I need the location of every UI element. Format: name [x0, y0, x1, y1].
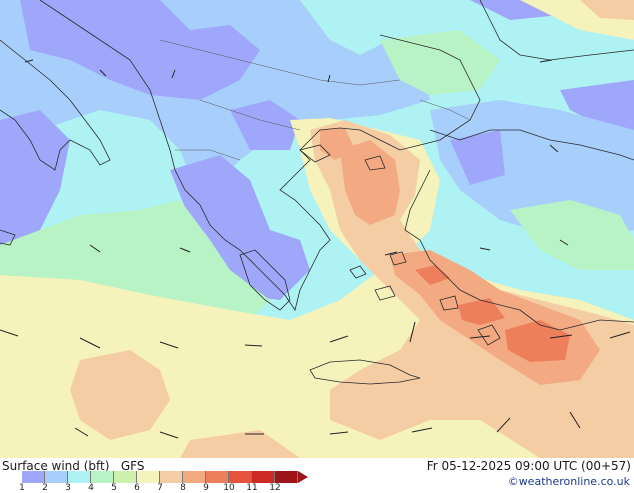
wind-arrow	[24, 59, 34, 63]
wind-arrow	[384, 251, 398, 256]
coast-crete	[309, 359, 421, 385]
map-title: Surface wind (bft) GFS	[2, 459, 144, 473]
peach-zone-sw	[180, 430, 300, 458]
wind-arrow	[539, 59, 553, 63]
peach-zone-ne	[580, 0, 634, 20]
green-zone-west	[0, 200, 270, 320]
borders	[159, 39, 471, 161]
wind-arrow	[327, 74, 331, 83]
scale-swatch-6	[137, 471, 160, 483]
scale-tick-label: 7	[157, 483, 163, 493]
border-4	[419, 99, 471, 121]
coast-peloponnese	[239, 249, 291, 311]
coast-balkans	[39, 0, 481, 311]
border-1	[159, 39, 401, 86]
border-3	[175, 149, 241, 161]
green-zone-north	[380, 30, 500, 95]
wind-arrow	[409, 321, 416, 343]
scale-tick-label: 12	[269, 483, 281, 493]
coast-islands-1	[349, 265, 367, 279]
scale-tick-label: 5	[111, 483, 117, 493]
wind-map-svg	[0, 0, 634, 458]
orange-zone-3	[320, 128, 355, 160]
dark-orange-zone-3	[458, 298, 505, 325]
deep-blue-zone-5	[450, 130, 505, 185]
valid-time: Fr 05-12-2025 09:00 UTC (00+57)	[426, 459, 631, 473]
wind-map	[0, 0, 634, 458]
wind-arrows	[0, 59, 631, 439]
coast-islands-3	[389, 251, 407, 266]
coastlines	[0, 0, 634, 385]
green-zone-east	[510, 200, 634, 270]
scale-tick-label: 6	[134, 483, 140, 493]
scale-swatch-7	[160, 471, 183, 483]
scale-swatch-8	[183, 471, 206, 483]
deep-blue-zone-4	[230, 100, 300, 150]
scale-arrow-icon	[298, 471, 308, 483]
wind-arrow	[469, 335, 491, 339]
scale-swatch-12	[275, 471, 298, 483]
coast-sicily	[0, 229, 16, 246]
scale-tick-label: 9	[203, 483, 209, 493]
coast-islands-6	[364, 155, 386, 171]
wind-arrow	[0, 329, 19, 337]
scale-tick-label: 3	[65, 483, 71, 493]
wind-arrow	[79, 337, 101, 349]
scale-swatch-9	[206, 471, 229, 483]
coast-rhodes	[477, 324, 501, 346]
scale-tick-label: 4	[88, 483, 94, 493]
scale-swatch-4	[91, 471, 114, 483]
scale-swatch-3	[68, 471, 91, 483]
orange-zone-1	[340, 140, 400, 225]
wind-arrow	[329, 431, 349, 435]
wind-arrow	[411, 427, 433, 433]
wind-arrow	[559, 239, 569, 246]
wind-arrow	[89, 244, 101, 253]
deep-blue-zone-2	[0, 110, 70, 250]
scale-tick-label: 1	[19, 483, 25, 493]
wind-arrow	[609, 331, 631, 339]
coast-anatolia	[429, 129, 634, 161]
coast-italy	[0, 39, 111, 171]
wind-arrow	[496, 417, 511, 433]
dark-orange-zone-2	[415, 265, 450, 285]
color-scale	[22, 471, 298, 483]
wind-arrow	[479, 247, 491, 251]
wind-arrow	[329, 335, 349, 343]
deep-blue-zone-3	[170, 155, 310, 300]
wind-arrow	[569, 411, 581, 429]
map-title-text: Surface wind (bft)	[2, 459, 110, 473]
wind-arrow	[99, 69, 107, 77]
wind-arrow	[74, 427, 89, 437]
wind-arrow	[179, 247, 191, 253]
model-name: GFS	[120, 459, 145, 473]
coast-islands-2	[374, 285, 396, 301]
peach-zone-west	[70, 350, 170, 440]
scale-tick-label: 2	[42, 483, 48, 493]
coast-islands-4	[439, 295, 459, 311]
coast-islands-5	[299, 144, 331, 163]
deep-blue-zone-1	[20, 0, 260, 100]
border-2	[199, 99, 301, 131]
credit-link[interactable]: ©weatheronline.co.uk	[507, 475, 630, 488]
dark-orange-zone-1	[505, 320, 570, 362]
coast-aegean-east	[404, 169, 634, 331]
deep-blue-zone-east-2	[560, 80, 634, 130]
scale-arrow-tip	[298, 471, 308, 483]
scale-tick-label: 10	[223, 483, 235, 493]
wind-arrow	[549, 144, 559, 153]
wind-arrow	[159, 341, 179, 349]
scale-swatch-2	[45, 471, 68, 483]
scale-swatch-5	[114, 471, 137, 483]
coast-black-sea	[479, 0, 634, 61]
wind-arrow	[549, 334, 573, 339]
wind-arrow	[159, 431, 179, 439]
scale-swatch-1	[22, 471, 45, 483]
scale-swatch-11	[252, 471, 275, 483]
scale-tick-label: 8	[180, 483, 186, 493]
wind-arrow	[171, 69, 176, 79]
wind-arrow	[244, 344, 263, 347]
scale-tick-label: 11	[246, 483, 258, 493]
scale-swatch-10	[229, 471, 252, 483]
